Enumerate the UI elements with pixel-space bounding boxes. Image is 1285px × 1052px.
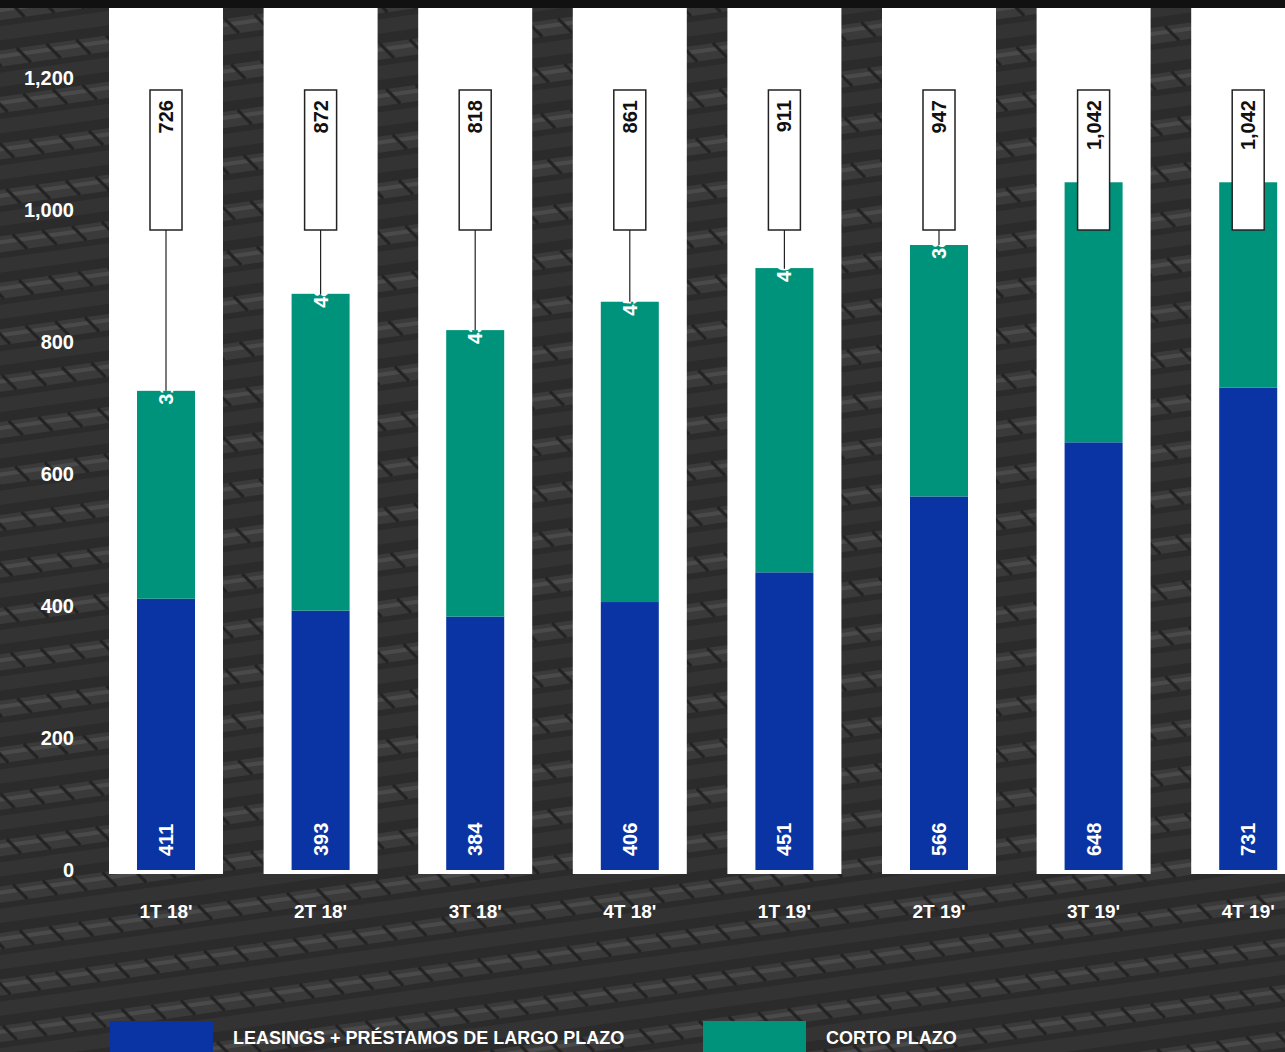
total-label: 872	[310, 100, 332, 133]
y-tick	[84, 606, 88, 607]
y-tick	[84, 474, 88, 475]
y-tick	[84, 738, 88, 739]
total-box	[1078, 90, 1110, 230]
column-background	[1037, 8, 1151, 874]
total-label: 818	[464, 100, 486, 133]
total-box	[923, 90, 955, 230]
total-connector	[784, 230, 785, 269]
bar-segment	[601, 302, 659, 602]
y-tick	[84, 870, 88, 871]
data-label: 566	[928, 823, 950, 856]
total-label: 861	[619, 100, 641, 133]
data-label: 406	[619, 823, 641, 856]
legend-swatch	[110, 1021, 213, 1052]
column-background	[418, 8, 532, 874]
column-background	[727, 8, 841, 874]
y-tick-label: 600	[41, 463, 74, 485]
total-connector	[320, 230, 321, 294]
bar-segment	[446, 617, 504, 870]
bar-segment	[137, 599, 195, 870]
y-tick-label: 400	[41, 595, 74, 617]
bar-segment	[910, 496, 968, 870]
bar-segment	[137, 391, 195, 599]
top-band	[0, 0, 1285, 8]
x-tick-label: 1T 19'	[758, 901, 811, 922]
y-tick-label: 200	[41, 727, 74, 749]
total-connector	[165, 230, 166, 391]
y-tick-label: 1,000	[24, 199, 74, 221]
bar-segment	[601, 602, 659, 870]
bar-segment	[292, 294, 350, 611]
total-connector	[629, 230, 630, 302]
y-tick-label: 1,200	[24, 67, 74, 89]
total-label: 947	[928, 100, 950, 133]
x-tick-label: 4T 19'	[1222, 901, 1275, 922]
bar-segment	[755, 572, 813, 870]
total-box	[614, 90, 646, 230]
y-tick	[84, 78, 88, 79]
data-label: 648	[1083, 823, 1105, 856]
legend-swatch	[703, 1021, 806, 1052]
data-label: 731	[1237, 823, 1259, 856]
labels: 4113153934803844344064554514615663816483…	[155, 162, 1259, 856]
total-label: 1,042	[1237, 100, 1259, 150]
column-background	[573, 8, 687, 874]
total-box	[305, 90, 337, 230]
data-label: 393	[310, 823, 332, 856]
bar-segment	[910, 245, 968, 496]
y-tick	[84, 342, 88, 343]
y-tick-label: 800	[41, 331, 74, 353]
total-connector	[938, 230, 939, 245]
chart: 0 200 400 600 800 1,000 1,200 41131539348038443…	[0, 0, 1285, 1052]
bars	[137, 182, 1277, 870]
y-tick	[84, 210, 88, 211]
total-connector	[475, 230, 476, 330]
x-tick-label: 2T 19'	[912, 901, 965, 922]
legend-label: LEASINGS + PRÉSTAMOS DE LARGO PLAZO	[233, 1027, 624, 1048]
column-background	[1191, 8, 1285, 874]
x-tick-label: 3T 19'	[1067, 901, 1120, 922]
background	[0, 0, 1285, 1052]
total-label: 911	[773, 100, 795, 132]
total-box	[150, 90, 182, 230]
x-tick-label: 3T 18'	[449, 901, 502, 922]
x-tick-label: 2T 18'	[294, 901, 347, 922]
total-box	[459, 90, 491, 230]
bar-segment	[755, 268, 813, 572]
total-label: 1,042	[1083, 100, 1105, 150]
bar-segment	[1219, 388, 1277, 870]
bar-segment	[446, 330, 504, 616]
bar-segment	[1065, 442, 1123, 870]
x-tick-label: 4T 18'	[603, 901, 656, 922]
total-box	[768, 90, 800, 230]
data-label: 411	[155, 824, 177, 856]
data-label: 451	[773, 823, 795, 856]
column-background	[882, 8, 996, 874]
bar-segment	[292, 611, 350, 870]
data-label: 384	[464, 822, 486, 856]
column-background	[264, 8, 378, 874]
total-label: 726	[155, 100, 177, 133]
column-background	[109, 8, 223, 874]
total-box	[1232, 90, 1264, 230]
legend-label: CORTO PLAZO	[826, 1028, 957, 1048]
y-tick-label: 0	[63, 859, 74, 881]
x-tick-label: 1T 18'	[139, 901, 192, 922]
